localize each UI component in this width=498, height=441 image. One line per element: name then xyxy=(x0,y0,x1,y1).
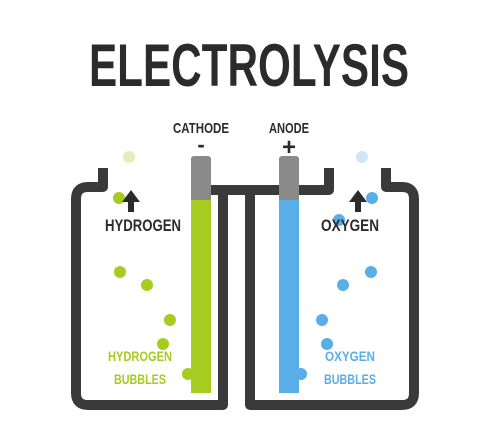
oxygen-gas-label: OXYGEN xyxy=(321,216,379,235)
oxygen-bubble xyxy=(366,192,378,204)
anode-rod xyxy=(279,200,299,393)
hydrogen-bubble xyxy=(141,279,153,291)
hydrogen-bubbles-label-line2: BUBBLES xyxy=(114,371,166,387)
hydrogen-up-arrow-icon xyxy=(122,190,140,212)
tank-left-chamber xyxy=(71,168,228,410)
electrolysis-tank xyxy=(71,168,419,410)
cathode-rod xyxy=(191,200,211,393)
anode-electrode xyxy=(279,156,299,393)
oxygen-bubble xyxy=(295,368,307,380)
cathode-cap xyxy=(191,156,211,202)
hydrogen-bubble xyxy=(164,314,176,326)
tank-middle-divider xyxy=(212,168,334,195)
oxygen-bubbles-label-line2: BUBBLES xyxy=(324,371,376,387)
hydrogen-gas-label: HYDROGEN xyxy=(105,216,181,235)
hydrogen-bubble xyxy=(182,368,194,380)
diagram-title: ELECTROLYSIS xyxy=(89,32,409,99)
hydrogen-bubble xyxy=(123,151,135,163)
oxygen-up-arrow-icon xyxy=(349,190,367,212)
oxygen-bubble xyxy=(356,151,368,163)
cathode-electrode xyxy=(191,156,211,393)
hydrogen-bubble xyxy=(113,192,125,204)
oxygen-bubble xyxy=(316,314,328,326)
oxygen-bubble xyxy=(333,214,345,226)
cathode-sign: - xyxy=(197,132,204,157)
cathode-label: CATHODE xyxy=(173,120,229,137)
oxygen-bubbles-label-line1: OXYGEN xyxy=(325,348,375,364)
oxygen-bubble xyxy=(337,279,349,291)
hydrogen-bubbles xyxy=(113,151,194,380)
anode-sign: + xyxy=(282,134,296,161)
oxygen-bubble xyxy=(321,338,333,350)
oxygen-bubble xyxy=(365,266,377,278)
hydrogen-bubbles-label-line1: HYDROGEN xyxy=(108,348,172,364)
anode-label: ANODE xyxy=(269,120,309,137)
anode-cap xyxy=(279,156,299,202)
tank-right-chamber xyxy=(245,168,419,410)
hydrogen-bubble xyxy=(114,266,126,278)
oxygen-bubbles xyxy=(295,151,378,380)
hydrogen-bubble xyxy=(157,338,169,350)
